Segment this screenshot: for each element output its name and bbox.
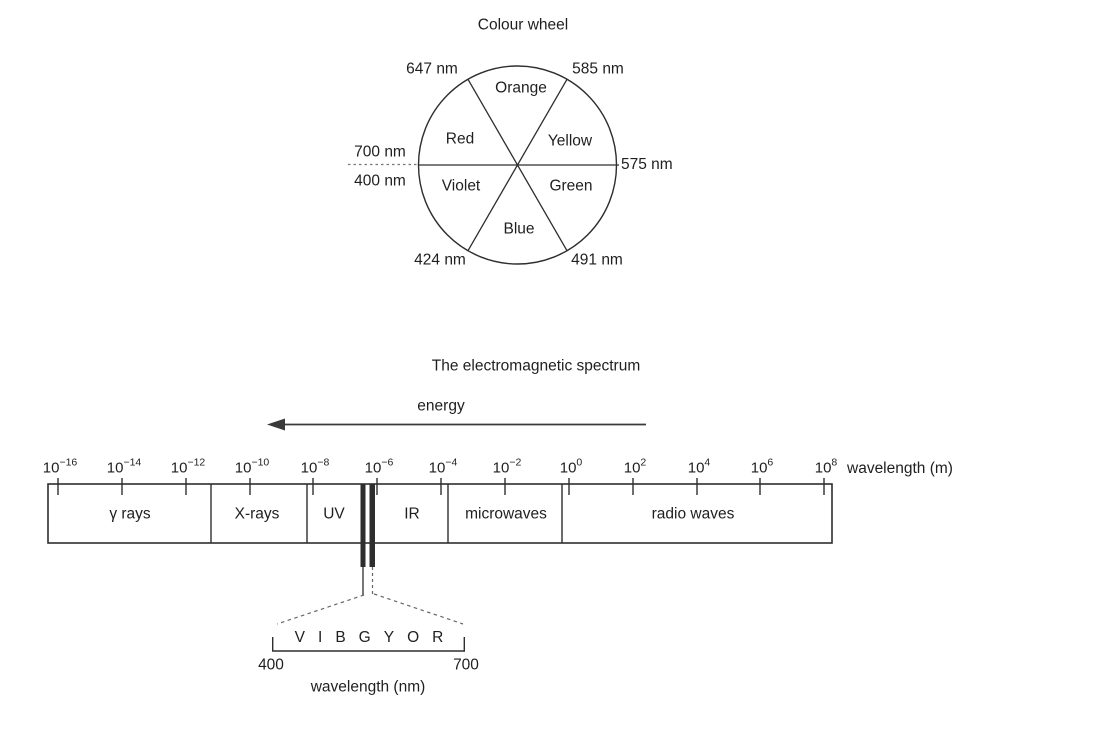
region-label: microwaves <box>465 505 547 523</box>
spectrum-title: The electromagnetic spectrum <box>431 357 641 375</box>
vibgyor-letter: I <box>318 629 323 646</box>
axis-tick-label: 108 <box>814 456 838 477</box>
vibgyor-letter: O <box>407 629 420 646</box>
axis-tick-label: 100 <box>559 456 583 477</box>
visible-band-bar-right <box>369 484 375 567</box>
vibgyor-letter: R <box>432 629 444 646</box>
axis-tick-label: 10−12 <box>170 456 206 477</box>
region-label: IR <box>404 505 420 523</box>
axis-tick-label: 10−16 <box>42 456 78 477</box>
wavelength-m-label: wavelength (m) <box>847 460 953 477</box>
boundary-label-491nm: 491 nm <box>571 251 623 269</box>
axis-ticks <box>57 478 825 495</box>
boundary-label-585nm: 585 nm <box>572 60 624 78</box>
sector-label-violet: Violet <box>441 177 481 195</box>
axis-tick-label: 10−8 <box>300 456 330 477</box>
axis-tick-label: 106 <box>750 456 774 477</box>
vibgyor-letter: V <box>294 629 306 646</box>
region-label: radio waves <box>651 505 735 523</box>
vibgyor-letter: G <box>358 629 371 646</box>
axis-tick-label: 102 <box>623 456 647 477</box>
axis-tick-label: 104 <box>687 456 711 477</box>
sector-label-blue: Blue <box>503 220 535 238</box>
spectrum-bar <box>47 483 833 544</box>
boundary-label-424nm: 424 nm <box>414 251 466 269</box>
axis-tick-label: 10−6 <box>364 456 394 477</box>
sector-label-red: Red <box>445 130 475 148</box>
region-label: UV <box>323 505 345 523</box>
wavelength-nm-label: wavelength (nm) <box>310 678 426 696</box>
sector-label-orange: Orange <box>495 79 547 97</box>
boundary-label-400nm: 400 nm <box>354 172 406 190</box>
fan-line-right <box>373 593 464 625</box>
vibgyor-letter: B <box>335 629 346 646</box>
sector-label-green: Green <box>549 177 593 195</box>
region-label: γ rays <box>109 505 151 523</box>
visible-band-bar-left <box>360 484 366 567</box>
energy-label: energy <box>417 397 465 415</box>
boundary-label-700nm: 700 nm <box>354 143 406 161</box>
axis-tick-label: 10−4 <box>428 456 458 477</box>
sector-label-yellow: Yellow <box>547 132 593 150</box>
visible-max-label: 700 <box>453 656 479 674</box>
axis-tick-label: 10−2 <box>492 456 522 477</box>
region-label: X-rays <box>234 505 280 523</box>
axis-tick-label: 10−10 <box>234 456 270 477</box>
wheel-diameter-120deg <box>467 78 568 252</box>
visible-min-label: 400 <box>258 656 284 674</box>
boundary-label-575nm: 575 nm <box>621 156 673 173</box>
axis-tick-label: 10−14 <box>106 456 142 477</box>
fan-line-left <box>276 594 365 625</box>
boundary-label-647nm: 647 nm <box>406 60 458 78</box>
energy-arrow-head <box>267 418 285 431</box>
colour-wheel-title: Colour wheel <box>477 16 569 34</box>
vibgyor-letter: Y <box>383 629 395 646</box>
